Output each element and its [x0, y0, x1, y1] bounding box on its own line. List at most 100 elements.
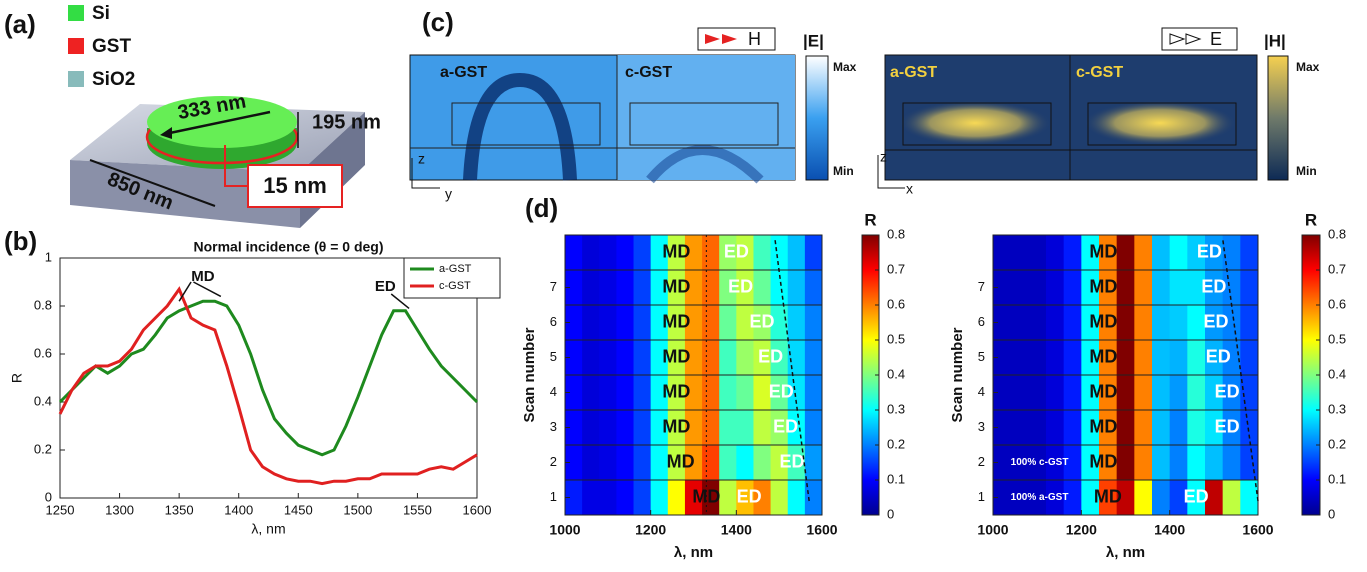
- x-tick-label: 1250: [46, 502, 75, 517]
- heatmap-cell: [650, 480, 669, 516]
- series-line: [58, 286, 478, 486]
- heatmap-cell: [1116, 270, 1135, 306]
- heatmap-cell: [1099, 235, 1118, 271]
- heatmap-cell: [1205, 375, 1224, 411]
- heatmap-cell: [1152, 340, 1171, 376]
- heatmap-cell: [1222, 375, 1241, 411]
- heatmap-cell: [993, 375, 1012, 411]
- row-label: MD: [1089, 241, 1117, 261]
- row-label: ED: [1215, 381, 1240, 401]
- heatmap-cell: [753, 235, 772, 271]
- heatmap-cell: [684, 270, 703, 306]
- heatmap-cell: [1116, 340, 1135, 376]
- y-tick-label: 3: [978, 419, 985, 434]
- heatmap-cell: [1028, 235, 1047, 271]
- heatmap-cell: [1240, 480, 1259, 516]
- heatmap-cell: [599, 340, 617, 376]
- colorbar-tick-label: 0.7: [1328, 261, 1346, 276]
- x-tick-label: 1000: [549, 522, 580, 538]
- legend-swatch: [68, 71, 84, 87]
- heatmap-cell: [1099, 305, 1118, 341]
- heatmap-cell: [804, 270, 823, 306]
- colorbar-title: R: [864, 210, 876, 229]
- row-label: ED: [1206, 346, 1231, 366]
- dimension-label: 195 nm: [312, 111, 381, 133]
- row-label: MD: [1089, 311, 1117, 331]
- y-tick-label: 0: [45, 489, 52, 504]
- y-tick-label: 3: [550, 419, 557, 434]
- heatmap-cell: [599, 235, 617, 271]
- outline: [451, 102, 601, 146]
- heatmap-cell: [804, 410, 823, 446]
- heatmap-cell: [582, 235, 600, 271]
- heatmap-cell: [1099, 410, 1118, 446]
- heatmap-cell: [684, 480, 703, 516]
- heatmap-cell: [1063, 340, 1082, 376]
- heatmap-cell: [787, 480, 806, 516]
- x-tick-label: 1300: [105, 502, 134, 517]
- y-tick-label: 1: [978, 489, 985, 504]
- colorbar-tick-label: 0.8: [1328, 226, 1346, 241]
- heatmap-cell: [719, 340, 737, 376]
- heatmap-cell: [702, 375, 720, 411]
- heatmap-cell: [770, 235, 789, 271]
- heatmap-cell: [1063, 445, 1082, 481]
- heatmap-cell: [650, 410, 669, 446]
- heatmap-cell: [616, 480, 635, 516]
- heatmap-cell: [1169, 305, 1188, 341]
- heatmap-cell: [599, 445, 617, 481]
- colorbar-tick-label: 0.6: [887, 296, 905, 311]
- x-tick-label: 1200: [635, 522, 666, 538]
- heatmap-cell: [1187, 235, 1206, 271]
- heatmap-cell: [1134, 305, 1153, 341]
- heatmap-cell: [787, 375, 806, 411]
- y-tick-label: 0.6: [34, 345, 52, 360]
- map-label: c-GST: [625, 64, 672, 81]
- legend-label: GST: [92, 36, 131, 57]
- axes-glyph: [411, 158, 440, 189]
- heatmap-cell: [684, 445, 703, 481]
- row-label: MD: [662, 276, 690, 296]
- heatmap-cell: [633, 445, 652, 481]
- colorbar-tick-label: 0.6: [1328, 296, 1346, 311]
- colorbar-title: |E|: [803, 31, 824, 50]
- annotation-arrow: [193, 281, 222, 298]
- heatmap-cell: [1152, 480, 1171, 516]
- row-label: MD: [662, 381, 690, 401]
- legend-label: SiO2: [92, 69, 135, 90]
- y-axis-label: Scan number: [949, 327, 966, 422]
- heatmap-cell: [1222, 445, 1241, 481]
- heatmap-cell: [993, 445, 1012, 481]
- x-axis-label: λ, nm: [1106, 544, 1145, 561]
- colorbar-tick-label: 0: [1328, 506, 1335, 521]
- heatmap-cell: [1222, 235, 1241, 271]
- y-tick-label: 4: [978, 384, 985, 399]
- shift-arrow: [1221, 238, 1259, 502]
- x-axis-label: λ, nm: [251, 521, 285, 537]
- row-label: MD: [662, 346, 690, 366]
- heatmap-cell: [1081, 270, 1100, 306]
- heatmap-cell: [1046, 410, 1065, 446]
- heatmap-cell: [1028, 305, 1047, 341]
- y-tick-label: 7: [550, 279, 557, 294]
- heatmap-cell: [719, 410, 737, 446]
- heatmap-cell: [1063, 305, 1082, 341]
- field-pattern: [646, 145, 764, 184]
- heatmap-cell: [753, 270, 772, 306]
- heatmap-cell: [650, 445, 669, 481]
- plot-frame: [992, 234, 1259, 516]
- colorbar-label: Max: [833, 60, 857, 74]
- heatmap-cell: [1116, 375, 1135, 411]
- heatmap-cell: [1028, 480, 1047, 516]
- legend-arrow: [705, 34, 720, 44]
- heatmap-cell: [1169, 445, 1188, 481]
- arrow-head: [160, 127, 172, 139]
- heatmap-cell: [993, 235, 1012, 271]
- heatmap-cell: [753, 340, 772, 376]
- row-label: MD: [1089, 381, 1117, 401]
- annotation: ED: [375, 278, 396, 295]
- colorbar-label: Min: [833, 164, 854, 178]
- heatmap-cell: [1081, 340, 1100, 376]
- y-tick-label: 7: [978, 279, 985, 294]
